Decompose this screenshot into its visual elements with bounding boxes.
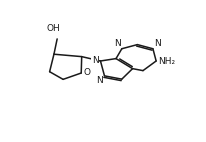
Text: O: O bbox=[83, 68, 90, 77]
Text: N: N bbox=[113, 39, 120, 48]
Text: N: N bbox=[95, 76, 102, 85]
Text: OH: OH bbox=[46, 24, 60, 33]
Text: NH₂: NH₂ bbox=[157, 57, 174, 66]
Text: N: N bbox=[153, 39, 160, 48]
Text: N: N bbox=[91, 56, 98, 65]
